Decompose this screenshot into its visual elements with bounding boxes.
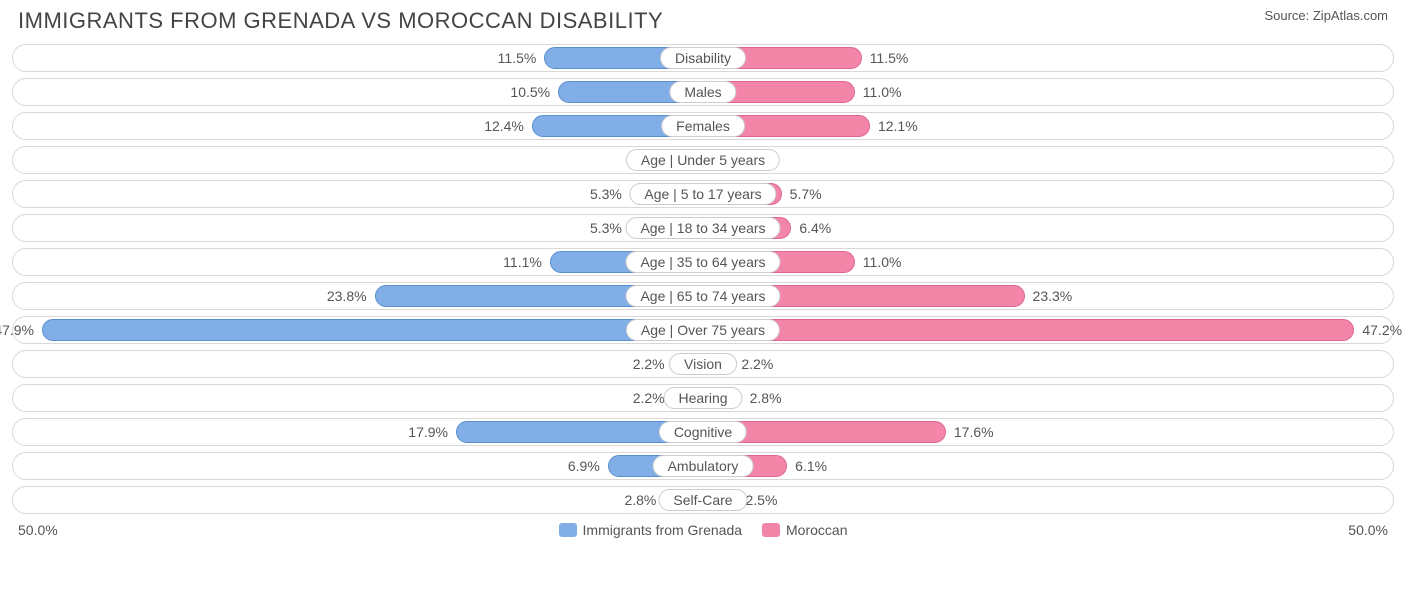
category-pill: Self-Care <box>658 489 747 511</box>
chart-row: 5.3% 6.4% Age | 18 to 34 years <box>12 214 1394 242</box>
value-label-left: 11.1% <box>503 249 542 275</box>
value-label-right: 5.7% <box>790 181 822 207</box>
category-pill: Disability <box>660 47 746 69</box>
diverging-bar-chart: 11.5% 11.5% Disability 10.5% 11.0% Males 12.4%… <box>12 44 1394 514</box>
value-label-left: 5.3% <box>590 215 622 241</box>
category-pill: Age | Over 75 years <box>626 319 780 341</box>
value-label-left: 12.4% <box>484 113 524 139</box>
chart-row: 10.5% 11.0% Males <box>12 78 1394 106</box>
category-pill: Hearing <box>663 387 742 409</box>
category-pill: Ambulatory <box>653 455 754 477</box>
legend-label-right: Moroccan <box>786 522 847 538</box>
category-pill: Age | Under 5 years <box>626 149 780 171</box>
chart-row: 5.3% 5.7% Age | 5 to 17 years <box>12 180 1394 208</box>
axis-max-left: 50.0% <box>18 522 58 538</box>
category-pill: Age | 65 to 74 years <box>625 285 780 307</box>
value-label-left: 5.3% <box>590 181 622 207</box>
value-label-right: 6.4% <box>799 215 831 241</box>
legend-item-left: Immigrants from Grenada <box>559 522 743 538</box>
category-pill: Vision <box>669 353 737 375</box>
legend-swatch-left <box>559 523 577 537</box>
value-label-left: 11.5% <box>498 45 537 71</box>
category-pill: Males <box>669 81 736 103</box>
category-pill: Age | 35 to 64 years <box>625 251 780 273</box>
chart-row: 2.8% 2.5%Self-Care <box>12 486 1394 514</box>
category-pill: Cognitive <box>659 421 747 443</box>
legend-label-left: Immigrants from Grenada <box>583 522 743 538</box>
chart-row: 11.5% 11.5% Disability <box>12 44 1394 72</box>
value-label-right: 47.2% <box>1362 317 1402 343</box>
value-label-left: 23.8% <box>327 283 367 309</box>
category-pill: Age | 5 to 17 years <box>629 183 776 205</box>
value-label-left: 2.2% <box>633 351 665 377</box>
chart-row: 2.2% 2.8% Hearing <box>12 384 1394 412</box>
value-label-left: 2.2% <box>633 385 665 411</box>
value-label-right: 12.1% <box>878 113 918 139</box>
legend-item-right: Moroccan <box>762 522 847 538</box>
category-pill: Females <box>661 115 745 137</box>
value-label-right: 2.2% <box>741 351 773 377</box>
bar-left <box>42 319 703 341</box>
value-label-right: 11.0% <box>863 79 902 105</box>
value-label-left: 10.5% <box>510 79 550 105</box>
chart-row: 12.4% 12.1% Females <box>12 112 1394 140</box>
value-label-right: 11.5% <box>870 45 909 71</box>
chart-row: 17.9% 17.6% Cognitive <box>12 418 1394 446</box>
value-label-right: 17.6% <box>954 419 994 445</box>
value-label-left: 2.8% <box>624 487 656 513</box>
value-label-left: 6.9% <box>568 453 600 479</box>
chart-footer: 50.0% Immigrants from Grenada Moroccan 5… <box>12 520 1394 538</box>
chart-row: 2.2% 2.2%Vision <box>12 350 1394 378</box>
chart-title: IMMIGRANTS FROM GRENADA VS MOROCCAN DISA… <box>18 8 663 34</box>
legend-swatch-right <box>762 523 780 537</box>
value-label-right: 2.5% <box>746 487 778 513</box>
value-label-right: 2.8% <box>750 385 782 411</box>
chart-row: 47.9%47.2%Age | Over 75 years <box>12 316 1394 344</box>
value-label-right: 6.1% <box>795 453 827 479</box>
chart-row: 23.8% 23.3% Age | 65 to 74 years <box>12 282 1394 310</box>
category-pill: Age | 18 to 34 years <box>625 217 780 239</box>
value-label-right: 11.0% <box>863 249 902 275</box>
bar-right <box>703 319 1354 341</box>
chart-row: 0.94%1.2%Age | Under 5 years <box>12 146 1394 174</box>
chart-header: IMMIGRANTS FROM GRENADA VS MOROCCAN DISA… <box>12 8 1394 34</box>
chart-row: 11.1% 11.0% Age | 35 to 64 years <box>12 248 1394 276</box>
value-label-left: 47.9% <box>0 317 34 343</box>
value-label-left: 17.9% <box>408 419 448 445</box>
chart-row: 6.9% 6.1% Ambulatory <box>12 452 1394 480</box>
legend: Immigrants from Grenada Moroccan <box>58 522 1349 538</box>
chart-source: Source: ZipAtlas.com <box>1264 8 1388 23</box>
value-label-right: 23.3% <box>1033 283 1073 309</box>
axis-max-right: 50.0% <box>1348 522 1388 538</box>
